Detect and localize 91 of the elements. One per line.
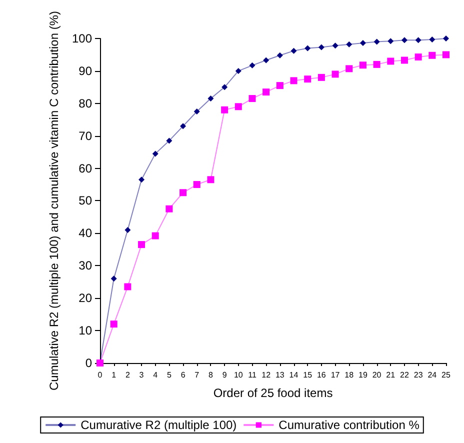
x-tick-label: 1 (112, 370, 117, 380)
point (304, 76, 312, 83)
point (124, 226, 131, 233)
point (221, 106, 228, 114)
point (374, 38, 380, 45)
point (373, 60, 380, 68)
point (262, 88, 270, 96)
y-tick-label: 50 (78, 194, 92, 208)
x-tick-label: 8 (208, 370, 214, 380)
x-tick-label: 3 (139, 370, 144, 380)
point (263, 57, 270, 64)
x-tick-label: 21 (386, 370, 396, 380)
legend-label: Cumurative R2 (multiple 100) (80, 418, 237, 432)
point (401, 37, 408, 44)
x-tick-label: 23 (414, 370, 424, 380)
point (360, 40, 366, 46)
y-tick-label: 20 (78, 291, 92, 306)
x-tick-label: 20 (372, 370, 382, 380)
point (138, 176, 145, 183)
x-tick-label: 2 (125, 370, 130, 380)
point (415, 37, 422, 44)
x-tick-label: 6 (180, 370, 186, 380)
point (110, 320, 118, 328)
x-tick-label: 9 (222, 370, 228, 380)
point (234, 103, 242, 110)
point (180, 189, 187, 196)
point (222, 84, 228, 90)
y-tick-label: 60 (78, 161, 92, 176)
point (249, 62, 256, 68)
y-axis-title: Cumulative R2 (multiple 100) and cumulative vitamin C contribution (%) (47, 10, 62, 390)
point (194, 108, 200, 115)
x-tick-label: 18 (344, 370, 354, 380)
legend-label: Cumurative contribution % (278, 418, 420, 432)
point (276, 52, 283, 58)
x-axis-title: Order of 25 food items (213, 386, 333, 400)
x-tick-label: 14 (289, 370, 299, 380)
point (346, 65, 353, 72)
point (359, 62, 366, 69)
x-tick-label: 19 (358, 370, 368, 380)
point (235, 68, 242, 74)
x-tick-label: 25 (442, 370, 451, 380)
point (124, 283, 132, 290)
y-tick-label: 30 (78, 258, 92, 273)
x-tick-label: 0 (98, 370, 103, 380)
point (442, 51, 450, 58)
x-tick-label: 7 (194, 370, 200, 380)
point (180, 123, 186, 130)
point (166, 138, 172, 144)
x-tick-label: 13 (275, 370, 285, 380)
x-tick-label: 17 (330, 370, 340, 380)
point (304, 45, 311, 52)
point (152, 150, 158, 157)
x-tick-label: 15 (303, 370, 313, 380)
point (414, 53, 422, 60)
point (248, 95, 256, 102)
point (208, 96, 214, 102)
x-tick-label: 16 (316, 370, 326, 380)
point (332, 42, 338, 49)
point (318, 74, 325, 81)
point (290, 48, 297, 54)
x-tick-label: 4 (153, 370, 158, 380)
point (400, 56, 408, 64)
point (346, 41, 352, 48)
point (138, 241, 146, 248)
point (207, 176, 214, 184)
y-tick-label: 40 (78, 226, 92, 240)
point (110, 276, 117, 282)
point (166, 205, 173, 212)
point (443, 35, 449, 42)
point (152, 232, 159, 240)
point (318, 44, 324, 50)
point (193, 181, 200, 188)
point (290, 77, 298, 84)
y-tick-label: 100 (72, 31, 92, 46)
x-tick-label: 10 (234, 370, 244, 380)
x-tick-label: 24 (428, 370, 438, 380)
point (387, 58, 394, 65)
x-tick-label: 22 (400, 370, 410, 380)
x-tick-label: 11 (248, 370, 257, 380)
point (429, 36, 436, 42)
y-tick-label: 70 (78, 128, 92, 143)
y-tick-label: 90 (78, 64, 92, 78)
point (388, 38, 394, 44)
y-tick-label: 10 (78, 324, 92, 338)
point (276, 82, 284, 90)
y-tick-label: 0 (85, 356, 92, 370)
x-tick-label: 5 (166, 370, 172, 380)
x-tick-label: 12 (262, 370, 272, 380)
point (332, 70, 339, 78)
y-tick-label: 80 (78, 96, 92, 110)
point (428, 52, 436, 59)
